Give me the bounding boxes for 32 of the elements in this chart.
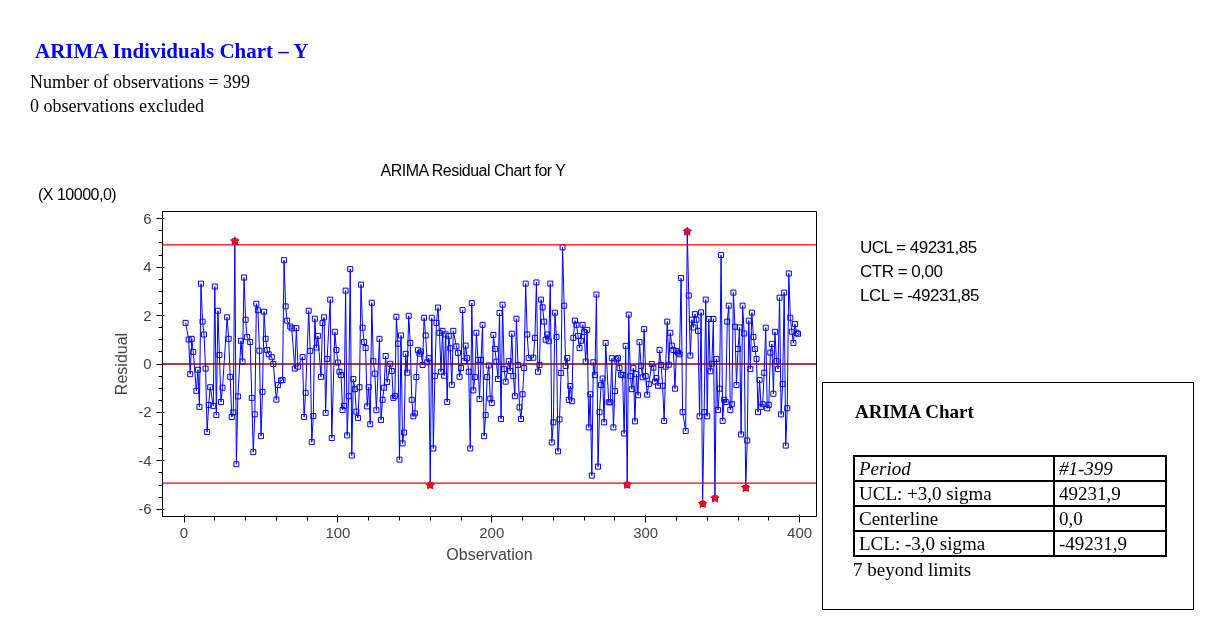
- x-tick-label: 100: [325, 523, 351, 541]
- x-tick-label: 0: [179, 523, 189, 541]
- x-axis-title: Observation: [446, 545, 533, 563]
- text: LCL = -49231,85: [860, 285, 979, 307]
- text: ARIMA Chart: [855, 401, 975, 423]
- text: 0 observations excluded: [30, 96, 204, 116]
- y-axis-title: Residual: [113, 332, 131, 396]
- text: 0,0: [1054, 506, 1166, 531]
- y-tick-label: -4: [138, 451, 152, 469]
- y-tick-label: 6: [143, 209, 152, 227]
- text: #1-399: [1054, 456, 1166, 481]
- text: (X 10000,0): [38, 186, 117, 204]
- text: 49231,9: [1054, 481, 1166, 506]
- text: Number of observations = 399: [30, 72, 251, 92]
- text: Period: [854, 456, 1054, 481]
- x-tick-label: 200: [479, 523, 505, 541]
- text: UCL = 49231,85: [860, 237, 978, 259]
- text: CTR = 0,00: [860, 261, 944, 283]
- x-tick-label: 300: [633, 523, 659, 541]
- y-tick-label: 0: [143, 355, 152, 372]
- x-tick-label: 400: [787, 523, 813, 541]
- y-tick-label: -6: [138, 500, 152, 518]
- y-tick-label: -2: [138, 403, 152, 421]
- y-tick-label: 2: [143, 306, 152, 324]
- text: -49231,9: [1054, 531, 1166, 556]
- chart-title: ARIMA Individuals Chart – Y: [35, 38, 309, 64]
- text: ARIMA Residual Chart for Y: [380, 162, 566, 180]
- text: Centerline: [854, 506, 1054, 531]
- text: 7 beyond limits: [853, 559, 973, 581]
- y-tick-label: 4: [143, 258, 152, 276]
- text: LCL: -3,0 sigma: [854, 531, 1054, 556]
- text: UCL: +3,0 sigma: [854, 481, 1054, 506]
